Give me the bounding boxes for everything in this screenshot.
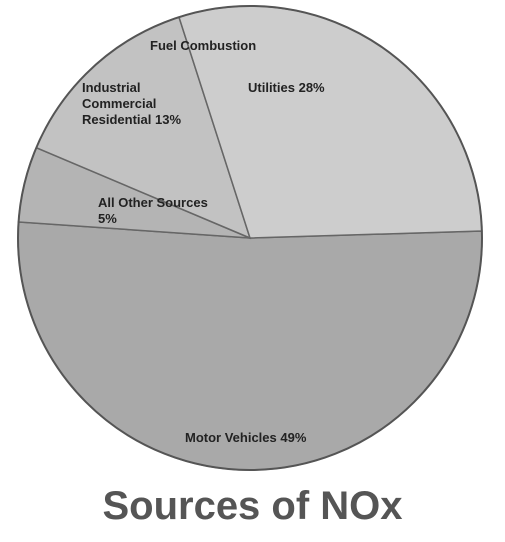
slice-label: Utilities 28%	[248, 80, 338, 96]
slice-label: Industrial Commercial Residential 13%	[82, 80, 182, 128]
category-label: All Other Sources	[98, 195, 208, 210]
value-label: 13%	[155, 112, 181, 127]
category-label: Motor Vehicles	[185, 430, 277, 445]
slice-label: All Other Sources 5%	[98, 195, 208, 227]
page: Fuel Combustion Sources of NOx (() => { …	[0, 0, 505, 542]
value-label: 49%	[280, 430, 306, 445]
value-label: 28%	[299, 80, 325, 95]
annotation: Fuel Combustion	[150, 38, 256, 54]
category-label: Industrial Commercial Residential	[82, 80, 156, 127]
value-label: 5%	[98, 211, 117, 226]
category-label: Utilities	[248, 80, 295, 95]
slice-label: Motor Vehicles 49%	[185, 430, 405, 446]
chart-title: Sources of NOx	[0, 484, 505, 529]
